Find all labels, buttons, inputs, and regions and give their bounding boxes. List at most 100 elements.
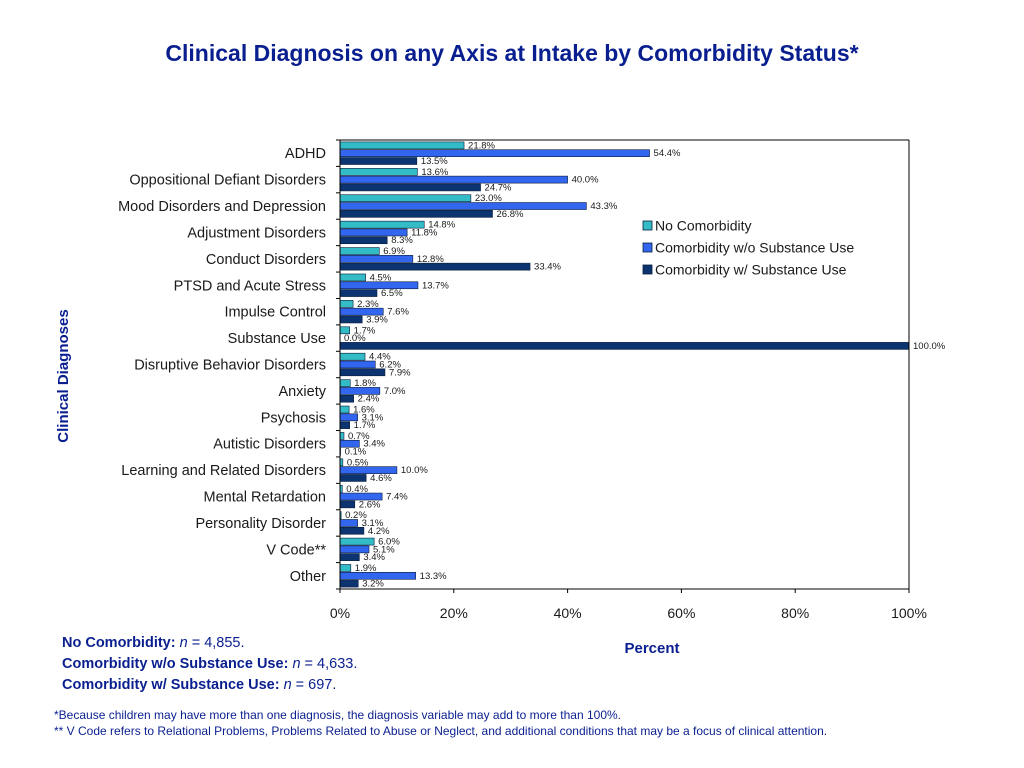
footnote-1: *Because children may have more than one…	[54, 708, 622, 722]
category-labels: ADHD Oppositional Defiant Disorders Mood D…	[118, 146, 327, 585]
data-label: 23.0%	[475, 193, 502, 204]
category-label: Personality Disorder	[195, 516, 326, 532]
x-axis-title: Percent	[624, 640, 679, 657]
bar-series-3	[339, 421, 350, 429]
data-label: 6.0%	[378, 537, 400, 548]
bar-series-1	[339, 564, 352, 572]
bar-series-3	[339, 553, 360, 561]
category-label: Mood Disorders and Depression	[118, 199, 326, 215]
sample-size-notes: No Comorbidity: n = 4,855. Comorbidity w…	[62, 633, 357, 696]
data-label: 7.0%	[384, 386, 406, 397]
data-label: 0.7%	[348, 431, 370, 442]
data-label: 6.5%	[381, 288, 403, 299]
category-label: V Code**	[266, 542, 326, 558]
x-tick-label: 0%	[330, 605, 350, 621]
category-label: PTSD and Acute Stress	[174, 278, 326, 294]
bar-series-3	[339, 183, 481, 192]
note-comorbidity-without-su: Comorbidity w/o Substance Use: n = 4,633…	[62, 656, 358, 672]
x-tick-labels: 0% 20% 40% 60% 80% 100%	[330, 605, 927, 621]
data-label: 10.0%	[401, 465, 428, 476]
category-label: Other	[290, 569, 326, 585]
bar-series-1	[339, 247, 380, 255]
bar-series-3	[339, 368, 386, 377]
category-label: Oppositional Defiant Disorders	[129, 173, 326, 189]
category-label: Mental Retardation	[203, 490, 326, 506]
data-label: 3.4%	[363, 439, 385, 450]
data-label: 24.7%	[485, 182, 512, 193]
data-label: 6.9%	[383, 246, 405, 257]
data-label: 0.0%	[344, 333, 366, 344]
data-label: 7.6%	[387, 307, 409, 318]
data-label: 12.8%	[417, 254, 444, 265]
data-label: 13.5%	[421, 156, 448, 167]
bar-series-3	[339, 474, 367, 482]
data-label: 3.4%	[363, 552, 385, 563]
bar-series-1	[339, 432, 345, 440]
data-label: 3.1%	[362, 412, 384, 423]
data-label: 7.4%	[386, 492, 408, 503]
bar-series-1	[339, 168, 418, 176]
data-label: 3.1%	[362, 518, 384, 529]
data-label: 2.6%	[359, 499, 381, 510]
x-tick-label: 80%	[781, 605, 809, 621]
data-label: 33.4%	[534, 262, 561, 273]
bar-series-3	[339, 289, 378, 297]
bar-series-2	[339, 202, 587, 210]
data-label: 0.1%	[345, 447, 367, 458]
bar-series-3	[339, 579, 359, 588]
x-tick-label: 20%	[440, 605, 468, 621]
bar-series-3	[339, 236, 388, 245]
x-tick-label: 40%	[554, 605, 582, 621]
bar-series-1	[339, 352, 366, 361]
category-label: Disruptive Behavior Disorders	[134, 358, 326, 374]
data-label: 11.8%	[411, 227, 438, 238]
bar-series-3	[339, 157, 418, 165]
data-label: 4.6%	[370, 473, 392, 484]
data-label: 0.4%	[346, 484, 368, 495]
data-label: 1.8%	[354, 378, 376, 389]
y-axis-title: Clinical Diagnoses	[55, 309, 72, 442]
data-label: 40.0%	[572, 175, 599, 186]
bar-series-2	[339, 175, 568, 184]
legend-label-2: Comorbidity w/o Substance Use	[655, 240, 854, 256]
data-label: 4.4%	[369, 352, 391, 363]
data-label: 1.7%	[354, 325, 376, 336]
data-label: 4.5%	[370, 272, 392, 283]
data-label: 100.0%	[913, 341, 946, 352]
footnote-2: ** V Code refers to Relational Problems,…	[54, 724, 828, 738]
category-label: Substance Use	[228, 331, 326, 347]
category-label: Anxiety	[278, 384, 326, 400]
bar-series-1	[339, 300, 354, 308]
axes	[336, 139, 910, 593]
x-tick-label: 100%	[891, 605, 927, 621]
legend-swatch-1	[642, 220, 653, 231]
data-label: 14.8%	[428, 220, 455, 231]
x-tick-label: 60%	[667, 605, 695, 621]
bar-series-1	[339, 405, 350, 414]
data-label: 4.2%	[368, 526, 390, 537]
data-label: 26.8%	[496, 209, 523, 220]
bar-series-3	[339, 500, 356, 509]
bar-series-3	[339, 394, 354, 403]
note-no-comorbidity: No Comorbidity: n = 4,855.	[62, 635, 245, 651]
data-label: 6.2%	[379, 360, 401, 371]
bar-series-3	[339, 315, 363, 324]
note-comorbidity-with-su: Comorbidity w/ Substance Use: n = 697.	[62, 677, 337, 693]
category-label: Impulse Control	[224, 305, 326, 321]
bar-series-1	[339, 273, 366, 282]
data-label: 3.9%	[366, 314, 388, 325]
data-label: 2.4%	[358, 394, 380, 405]
category-label: Psychosis	[261, 410, 326, 426]
category-label: ADHD	[285, 146, 326, 162]
data-label: 0.5%	[347, 457, 369, 468]
legend: No Comorbidity Comorbidity w/o Substance …	[642, 218, 854, 278]
legend-label-3: Comorbidity w/ Substance Use	[655, 262, 847, 278]
data-label: 13.6%	[421, 167, 448, 178]
bar-series-1	[339, 141, 465, 150]
data-label: 21.8%	[468, 140, 495, 151]
data-label: 13.7%	[422, 280, 449, 291]
value-labels: 21.8% 54.4% 13.5%13.6% 40.0% 24.7%23.0% 43.3%…	[344, 140, 946, 589]
data-label: 1.7%	[354, 420, 376, 431]
data-label: 5.1%	[373, 544, 395, 555]
data-label: 54.4%	[654, 148, 681, 159]
